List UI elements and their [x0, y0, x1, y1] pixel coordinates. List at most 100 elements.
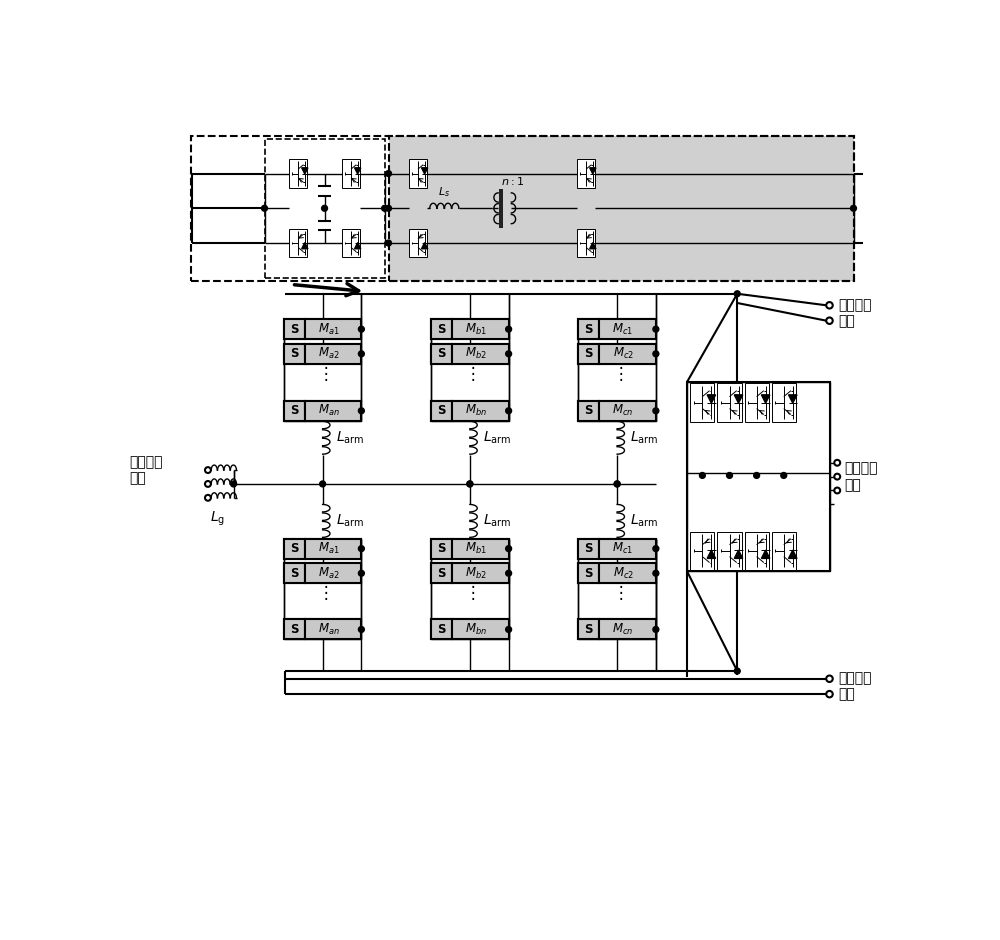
Circle shape	[614, 481, 620, 487]
Bar	[599, 619, 656, 639]
Bar	[578, 320, 656, 339]
Bar	[452, 400, 509, 421]
Circle shape	[231, 481, 236, 487]
Bar	[599, 344, 656, 364]
Text: S: S	[437, 404, 446, 417]
Bar	[305, 400, 361, 421]
Text: $M_{a1}$: $M_{a1}$	[318, 321, 339, 337]
Circle shape	[320, 481, 326, 487]
Bar	[577, 160, 595, 188]
Circle shape	[506, 408, 512, 414]
Bar	[388, 136, 854, 281]
Text: S: S	[437, 542, 446, 556]
Polygon shape	[355, 167, 361, 174]
Text: $L_\mathrm{arm}$: $L_\mathrm{arm}$	[483, 512, 511, 529]
Polygon shape	[761, 395, 770, 403]
Text: $M_{an}$: $M_{an}$	[318, 403, 339, 418]
Polygon shape	[707, 395, 716, 403]
Text: S: S	[290, 347, 299, 360]
Text: $M_{c2}$: $M_{c2}$	[613, 346, 634, 361]
Polygon shape	[789, 395, 797, 403]
Bar	[284, 320, 361, 339]
Bar	[284, 539, 361, 558]
Bar	[284, 344, 305, 364]
Text: $M_{cn}$: $M_{cn}$	[612, 403, 634, 418]
Circle shape	[382, 205, 388, 212]
Bar	[431, 320, 509, 339]
Polygon shape	[789, 550, 797, 558]
Text: $M_{c1}$: $M_{c1}$	[612, 541, 634, 556]
Bar	[745, 531, 769, 570]
Bar	[431, 619, 509, 639]
Text: $M_{a2}$: $M_{a2}$	[318, 566, 339, 581]
Bar	[409, 228, 427, 258]
Bar	[305, 619, 361, 639]
Bar	[431, 400, 452, 421]
Polygon shape	[422, 167, 428, 174]
Bar	[745, 384, 769, 422]
Circle shape	[358, 351, 364, 357]
Circle shape	[322, 205, 328, 212]
Bar	[342, 160, 360, 188]
Text: $L_\mathrm{arm}$: $L_\mathrm{arm}$	[630, 512, 659, 529]
Bar	[578, 344, 656, 364]
Text: $M_{b2}$: $M_{b2}$	[465, 346, 487, 361]
Polygon shape	[355, 243, 361, 249]
Bar	[431, 563, 452, 583]
Circle shape	[467, 481, 473, 487]
Bar	[578, 563, 599, 583]
Text: S: S	[290, 542, 299, 556]
Text: S: S	[585, 347, 593, 360]
Bar	[431, 619, 452, 639]
Polygon shape	[707, 550, 716, 558]
Text: $L_\mathrm{arm}$: $L_\mathrm{arm}$	[336, 512, 364, 529]
Bar	[431, 400, 509, 421]
Circle shape	[653, 326, 659, 332]
Bar	[717, 531, 742, 570]
Bar	[578, 619, 599, 639]
Bar	[578, 400, 599, 421]
Text: $M_{a2}$: $M_{a2}$	[318, 346, 339, 361]
Bar	[305, 344, 361, 364]
Bar	[264, 139, 385, 277]
Bar	[578, 400, 656, 421]
Text: $M_{c1}$: $M_{c1}$	[612, 321, 634, 337]
Bar	[452, 320, 509, 339]
Bar	[342, 228, 360, 258]
Text: S: S	[437, 567, 446, 580]
Circle shape	[734, 290, 740, 297]
Bar	[191, 136, 854, 281]
Text: $M_{bn}$: $M_{bn}$	[465, 403, 487, 418]
Text: $L_\mathrm{g}$: $L_\mathrm{g}$	[210, 510, 225, 528]
Circle shape	[506, 627, 512, 633]
Text: 高压交流
端口: 高压交流 端口	[129, 455, 162, 485]
Text: $L_s$: $L_s$	[438, 185, 450, 199]
Circle shape	[358, 546, 364, 552]
Text: $M_{an}$: $M_{an}$	[318, 622, 339, 637]
Bar	[305, 539, 361, 558]
Circle shape	[262, 205, 267, 212]
Bar	[284, 344, 361, 364]
Bar	[431, 344, 452, 364]
Circle shape	[358, 571, 364, 576]
Bar	[305, 563, 361, 583]
Text: S: S	[585, 322, 593, 336]
Text: $M_{b1}$: $M_{b1}$	[465, 321, 487, 337]
Bar	[578, 344, 599, 364]
Polygon shape	[734, 395, 743, 403]
Circle shape	[653, 627, 659, 633]
Text: $M_{cn}$: $M_{cn}$	[612, 622, 634, 637]
Text: $L_\mathrm{arm}$: $L_\mathrm{arm}$	[336, 430, 364, 446]
Text: S: S	[290, 567, 299, 580]
Bar	[578, 563, 656, 583]
Text: S: S	[437, 347, 446, 360]
Bar	[284, 320, 361, 421]
Text: $M_{b1}$: $M_{b1}$	[465, 541, 487, 556]
Bar	[284, 619, 305, 639]
Circle shape	[781, 473, 787, 478]
Text: S: S	[585, 567, 593, 580]
Bar	[452, 344, 509, 364]
Circle shape	[506, 546, 512, 552]
Circle shape	[653, 351, 659, 357]
Bar	[431, 320, 452, 339]
